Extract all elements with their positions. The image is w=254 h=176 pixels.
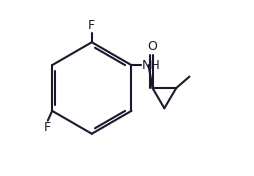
- Text: F: F: [88, 19, 95, 32]
- Text: NH: NH: [141, 59, 160, 72]
- Text: O: O: [148, 40, 157, 53]
- Text: F: F: [44, 121, 51, 134]
